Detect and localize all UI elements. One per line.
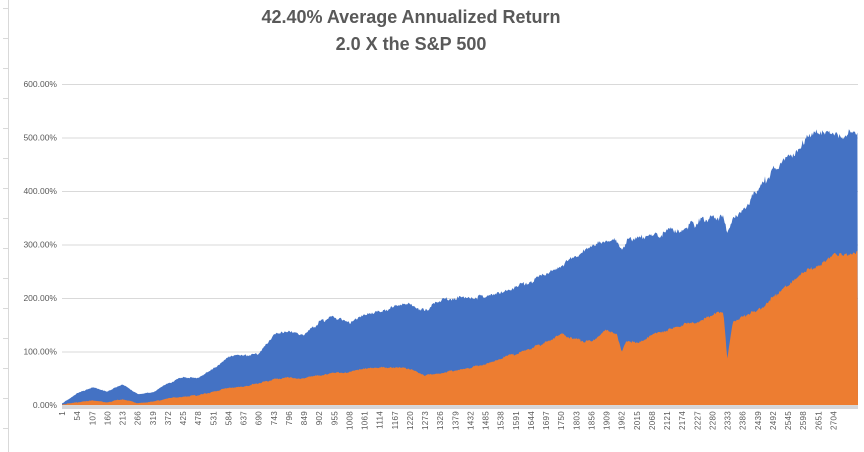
x-tick-label: 2545 [784,411,793,430]
sheet-edge-ruler [3,0,9,452]
x-tick-label: 213 [119,411,128,425]
series-sp500-area [62,250,858,405]
x-tick-label: 107 [88,411,97,425]
y-tick-label: 0.00% [33,400,58,410]
x-tick-label: 1962 [618,411,627,430]
x-tick-label: 902 [315,411,324,425]
x-tick-label: 1485 [482,411,491,430]
x-tick-label: 2704 [830,411,839,430]
x-tick-label: 1114 [376,411,385,429]
y-tick-label: 300.00% [23,240,57,250]
x-tick-label: 2280 [708,411,717,430]
x-tick-label: 1 [58,411,67,416]
x-tick-label: 2492 [769,411,778,430]
y-axis-labels: 0.00% 100.00% 200.00% 300.00% 400.00% 500.00%… [23,79,57,410]
chart-title: 42.40% Average Annualized Return 2.0 X t… [0,4,822,58]
x-tick-label: 266 [134,411,143,425]
x-tick-label: 2439 [754,411,763,430]
x-tick-label: 1909 [603,411,612,430]
x-tick-label: 1220 [406,411,415,430]
y-tick-label: 100.00% [23,347,57,357]
x-tick-label: 1273 [421,411,430,430]
x-axis-labels: 1 54 107 160 213 266 319 372 425 478 531 584 637 690 7… [58,411,839,430]
chart-title-line1: 42.40% Average Annualized Return [261,7,561,27]
x-tick-label: 2598 [799,411,808,430]
x-tick-label: 1750 [557,411,566,430]
x-tick-label: 2015 [633,411,642,430]
x-tick-label: 743 [270,411,279,425]
x-tick-label: 1379 [451,411,460,430]
x-tick-label: 2121 [663,411,672,430]
x-tick-label: 2227 [693,411,702,430]
x-tick-label: 372 [164,411,173,425]
x-tick-label: 955 [330,411,339,425]
y-tick-label: 600.00% [23,79,57,89]
x-tick-label: 1644 [527,411,536,430]
x-tick-label: 1167 [391,411,400,430]
x-tick-label: 690 [255,411,264,425]
x-tick-label: 637 [240,411,249,425]
x-tick-label: 2651 [814,411,823,430]
x-tick-label: 2333 [724,411,733,430]
x-tick-label: 584 [224,411,233,425]
x-tick-label: 478 [194,411,203,425]
x-tick-label: 54 [73,411,82,421]
y-tick-label: 400.00% [23,186,57,196]
x-tick-label: 1591 [512,411,521,430]
x-tick-label: 849 [300,411,309,425]
x-tick-label: 1008 [345,411,354,430]
x-tick-label: 796 [285,411,294,425]
x-tick-label: 1432 [466,411,475,430]
x-tick-label: 2386 [739,411,748,430]
chart-title-line2: 2.0 X the S&P 500 [335,34,487,54]
y-tick-label: 500.00% [23,133,57,143]
x-tick-label: 531 [209,411,218,425]
x-tick-label: 1856 [587,411,596,430]
x-tick-label: 160 [103,411,112,425]
x-tick-label: 1538 [497,411,506,430]
x-tick-label: 1803 [572,411,581,430]
x-tick-label: 1326 [436,411,445,430]
x-tick-label: 1061 [361,411,370,430]
y-tick-label: 200.00% [23,293,57,303]
x-tick-label: 319 [149,411,158,425]
x-tick-label: 2068 [648,411,657,430]
x-tick-label: 2174 [678,411,687,430]
x-tick-label: 1697 [542,411,551,430]
x-axis-line [62,406,858,409]
x-tick-label: 425 [179,411,188,425]
